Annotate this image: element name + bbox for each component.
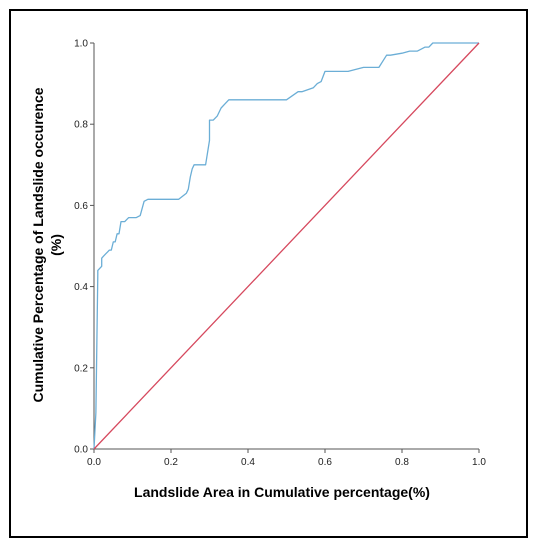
x-tick-label: 0.0 — [87, 457, 101, 468]
y-tick-label: 0.4 — [74, 282, 88, 293]
series-group — [93, 42, 480, 450]
x-axis-title: Landslide Area in Cumulative percentage(… — [134, 484, 430, 500]
x-tick-label: 0.8 — [395, 457, 409, 468]
x-tick-label: 1.0 — [472, 457, 486, 468]
y-axis-title-line-1: Cumulative Percentage of Landslide occur… — [30, 87, 46, 402]
y-tick-label: 0.8 — [74, 120, 88, 131]
y-tick-label: 1.0 — [74, 39, 88, 50]
chart-frame — [9, 9, 528, 538]
x-tick-label: 0.2 — [164, 457, 178, 468]
y-axis-title-line-2: (%) — [48, 234, 64, 256]
y-tick-label: 0.6 — [74, 201, 88, 212]
axes — [93, 43, 479, 450]
x-ticks: 0.0 0.2 0.4 0.6 0.8 1.0 — [87, 449, 486, 468]
y-tick-label: 0.0 — [74, 445, 88, 456]
reference-diagonal-line — [93, 42, 480, 450]
y-ticks: 0.0 0.2 0.4 0.6 0.8 1.0 — [74, 39, 94, 456]
roc-curve-line — [93, 42, 479, 450]
y-tick-label: 0.2 — [74, 363, 88, 374]
x-tick-label: 0.4 — [241, 457, 255, 468]
x-tick-label: 0.6 — [318, 457, 332, 468]
